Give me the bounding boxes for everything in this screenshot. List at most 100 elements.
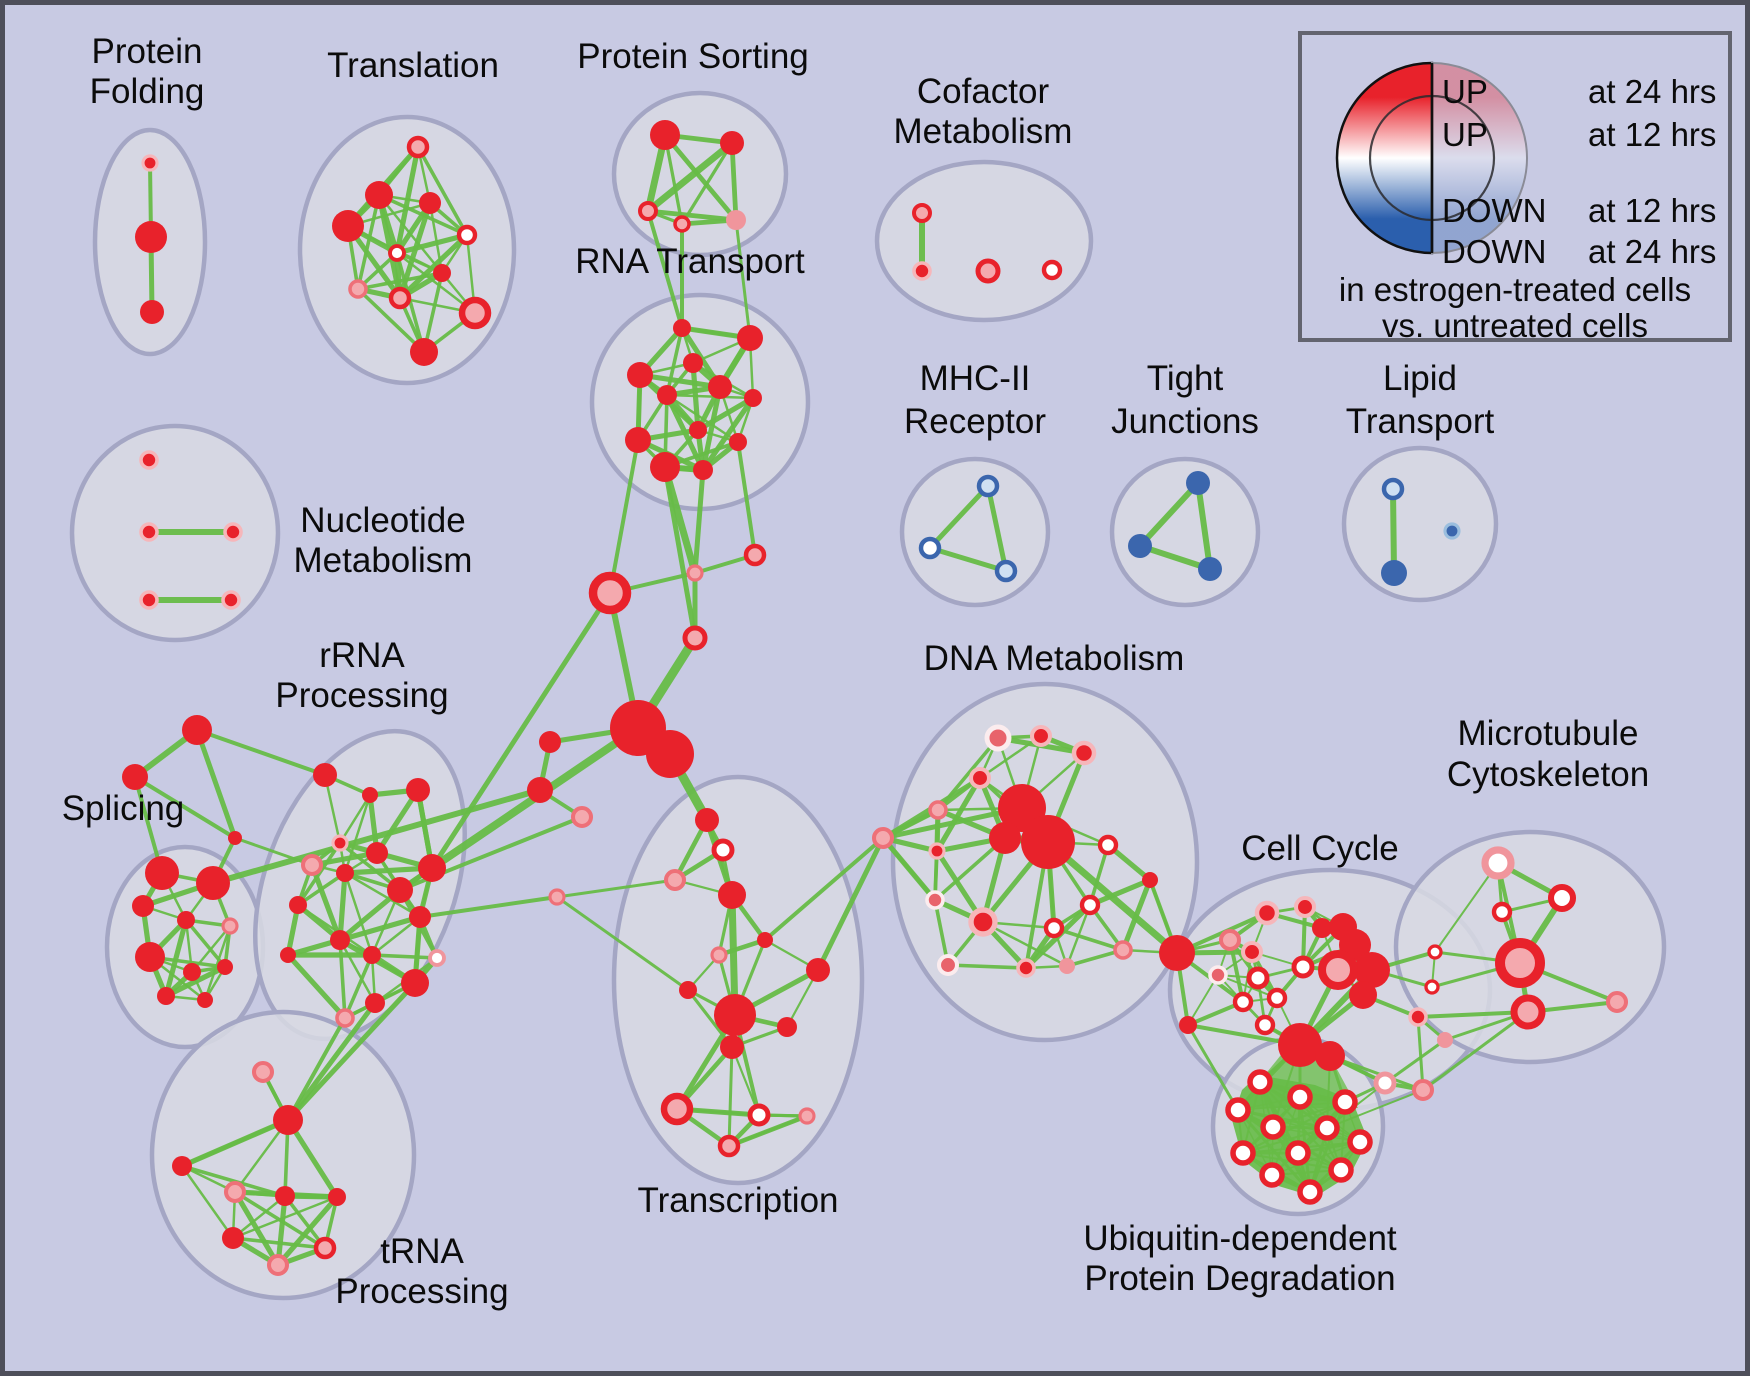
trna-processing-node-0 <box>273 1105 303 1135</box>
rrna-processing-edge <box>337 914 423 943</box>
cell-cycle-node-16 <box>1315 1041 1345 1071</box>
inter-cluster-edge <box>195 728 327 777</box>
splicing-node-4 <box>221 917 239 935</box>
lipid-transport-node-0 <box>1381 477 1405 501</box>
connectors-node-0 <box>686 564 704 582</box>
inter-cluster-edge <box>736 440 757 557</box>
tight-junctions-edge <box>1195 480 1213 572</box>
legend-time-3: at 24 hrs <box>1588 233 1716 270</box>
inter-cluster-edge <box>429 590 613 871</box>
rna-transport-edge <box>665 326 684 397</box>
dna-metabolism-edge <box>936 736 1000 812</box>
network-nodes <box>122 120 1629 1277</box>
connectors-node-8 <box>570 805 594 829</box>
rrna-processing-edge <box>337 887 403 943</box>
translation-node-8 <box>388 286 412 310</box>
lipid-transport-label-line-0: Lipid <box>1383 359 1457 398</box>
connectors-edge <box>133 775 237 840</box>
connectors-node-7 <box>527 777 553 803</box>
ubiquitin-degradation-node-5 <box>1314 1115 1340 1141</box>
cell-cycle-node-0 <box>1254 900 1280 926</box>
cofactor-metabolism-node-3 <box>1041 259 1063 281</box>
rrna-processing-node-4 <box>300 853 324 877</box>
dna-metabolism-edge <box>1087 877 1153 908</box>
splicing-node-5 <box>135 942 165 972</box>
mhc-ii-receptor-edge <box>985 483 1009 574</box>
rrna-processing-edge <box>343 871 422 919</box>
inter-cluster-edge <box>1383 1038 1447 1085</box>
inter-cluster-edge <box>1416 1015 1425 1092</box>
ubiquitin-degradation-node-3 <box>1225 1097 1251 1123</box>
translation-node-5 <box>388 244 406 262</box>
rna-transport-node-8 <box>689 421 707 439</box>
inter-cluster-edge <box>763 836 885 942</box>
mhc-ii-receptor-label-line-0: MHC-II <box>920 359 1031 398</box>
ubiquitin-degradation-edge <box>1271 1141 1361 1176</box>
protein-sorting-label-line-0: Protein Sorting <box>577 37 809 76</box>
dna-metabolism-edge <box>946 963 1028 970</box>
rna-transport-edge <box>700 395 756 473</box>
trna-processing-node-4 <box>275 1186 295 1206</box>
transcription-label-line-0: Transcription <box>638 1181 839 1220</box>
dna-metabolism-node-12 <box>1043 917 1065 939</box>
rrna-processing-edge <box>296 903 374 957</box>
inter-cluster-edge <box>285 980 418 1123</box>
connectors-node-9 <box>548 888 566 906</box>
transcription-node-4 <box>710 946 728 964</box>
dna-metabolism-edge <box>934 775 983 854</box>
translation-node-3 <box>419 192 441 214</box>
splicing-node-2 <box>132 895 154 917</box>
lipid-transport-ellipse <box>1341 445 1499 603</box>
connectors-node-6 <box>539 731 561 753</box>
dna-metabolism-node-15 <box>1059 958 1075 974</box>
rrna-processing-node-11 <box>330 930 350 950</box>
rna-transport-node-5 <box>708 375 732 399</box>
lipid-transport-edge <box>1390 486 1397 576</box>
dna-metabolism-node-3 <box>968 766 992 790</box>
splicing-node-9 <box>197 992 213 1008</box>
trna-processing-edge <box>180 1164 235 1240</box>
rrna-processing-node-0 <box>313 763 337 787</box>
dna-metabolism-node-13 <box>1079 894 1101 916</box>
cell-cycle-node-11 <box>1266 987 1288 1009</box>
cell-cycle-node-7 <box>1349 981 1377 1009</box>
splicing-node-0 <box>145 856 179 890</box>
rrna-processing-label-line-0: rRNA <box>319 636 405 675</box>
ubiquitin-degradation-node-11 <box>1297 1179 1323 1205</box>
dna-metabolism-node-7 <box>1021 815 1075 869</box>
dna-metabolism-node-16 <box>1113 940 1133 960</box>
protein-sorting-node-4 <box>726 210 746 230</box>
translation-node-0 <box>406 135 430 159</box>
dna-metabolism-label-line-0: DNA Metabolism <box>924 639 1185 678</box>
legend-time-0: at 24 hrs <box>1588 73 1716 110</box>
transcription-node-3 <box>718 881 746 909</box>
cofactor-metabolism-ellipse <box>874 159 1094 323</box>
ubiquitin-degradation-node-6 <box>1347 1129 1373 1155</box>
splicing-edge <box>203 924 232 1002</box>
trna-processing-node-2 <box>172 1156 192 1176</box>
ubiquitin-degradation-node-4 <box>1260 1114 1286 1140</box>
rna-transport-edge <box>665 393 755 400</box>
dna-metabolism-node-11 <box>968 907 998 937</box>
transcription-node-0 <box>695 808 719 832</box>
transcription-edge <box>730 1045 761 1117</box>
mhc-ii-receptor-edge <box>927 483 991 551</box>
splicing-node-3 <box>177 911 195 929</box>
cell-cycle-node-14 <box>1179 1016 1197 1034</box>
tight-junctions-node-2 <box>1198 557 1222 581</box>
rna-transport-node-2 <box>627 362 653 388</box>
cell-cycle-node-2 <box>1312 918 1332 938</box>
rna-transport-node-9 <box>729 433 747 451</box>
rrna-processing-edge <box>296 841 342 907</box>
cofactor-metabolism-label-line-1: Metabolism <box>894 112 1073 151</box>
cell-cycle-node-9 <box>1240 940 1264 964</box>
inter-cluster-edge <box>608 438 640 595</box>
trna-processing-edge <box>285 1117 340 1200</box>
cell-cycle-node-6 <box>1318 950 1358 990</box>
microtubule-cytoskeleton-node-5 <box>1605 990 1629 1014</box>
trna-processing-edge <box>231 1236 327 1250</box>
legend-time-2: at 12 hrs <box>1588 192 1716 229</box>
translation-label-line-0: Translation <box>327 46 499 85</box>
protein-sorting-edge <box>644 139 736 215</box>
